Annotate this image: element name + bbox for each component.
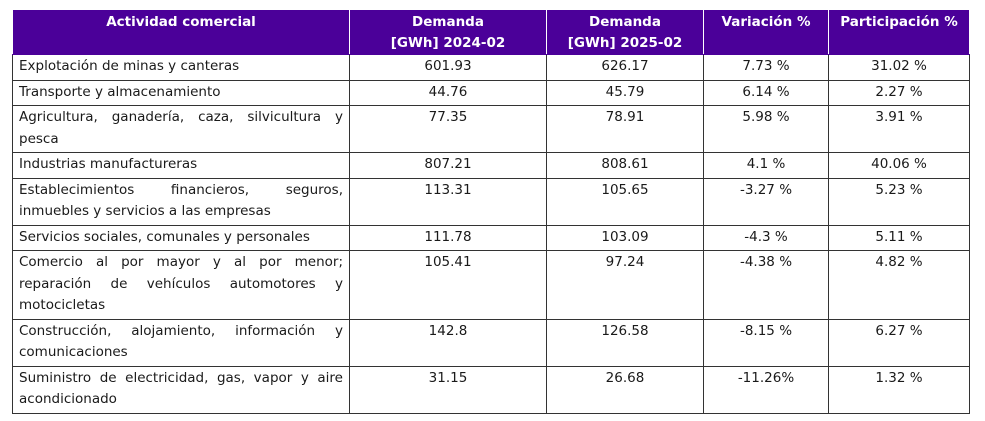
- cell-participacion: 1.32 %: [828, 365, 970, 414]
- cell-variacion: 6.14 %: [703, 79, 829, 106]
- cell-actividad: Agricultura, ganadería, caza, silvicultu…: [12, 105, 350, 153]
- cell-participacion: 31.02 %: [828, 54, 970, 81]
- table-row: Servicios sociales, comunales y personal…: [12, 224, 970, 251]
- cell-actividad: Establecimientos financieros, seguros, i…: [12, 177, 350, 226]
- cell-demanda-2025: 105.65: [546, 177, 704, 226]
- cell-variacion: 7.73 %: [703, 54, 829, 81]
- cell-participacion: 6.27 %: [828, 318, 970, 367]
- header-participacion: Participación %: [828, 9, 970, 55]
- table-row: Industrias manufactureras 807.21 808.61 4.1…: [12, 152, 970, 179]
- demand-table: Actividad comercial Demanda [GWh] 2024-02 D…: [12, 9, 970, 414]
- table-header: Actividad comercial Demanda [GWh] 2024-02 D…: [12, 9, 970, 55]
- cell-actividad: Industrias manufactureras: [12, 152, 350, 179]
- cell-demanda-2024: 142.8: [349, 318, 547, 367]
- header-demanda-2025: Demanda [GWh] 2025-02: [546, 9, 704, 55]
- cell-variacion: 5.98 %: [703, 105, 829, 153]
- cell-demanda-2025: 808.61: [546, 152, 704, 179]
- table-row: Comercio al por mayor y al por menor; re…: [12, 250, 970, 320]
- header-variacion: Variación %: [703, 9, 829, 55]
- cell-participacion: 3.91 %: [828, 105, 970, 153]
- table-row: Establecimientos financieros, seguros, i…: [12, 177, 970, 226]
- cell-actividad: Suministro de electricidad, gas, vapor y…: [12, 365, 350, 414]
- cell-actividad: Comercio al por mayor y al por menor; re…: [12, 250, 350, 320]
- header-demanda-2024: Demanda [GWh] 2024-02: [349, 9, 547, 55]
- cell-actividad: Transporte y almacenamiento: [12, 79, 350, 106]
- cell-variacion: -11.26%: [703, 365, 829, 414]
- cell-demanda-2025: 97.24: [546, 250, 704, 320]
- cell-demanda-2025: 103.09: [546, 224, 704, 251]
- table-row: Construcción, alojamiento, información y…: [12, 318, 970, 367]
- cell-demanda-2024: 601.93: [349, 54, 547, 81]
- cell-variacion: -8.15 %: [703, 318, 829, 367]
- cell-participacion: 5.11 %: [828, 224, 970, 251]
- cell-variacion: -3.27 %: [703, 177, 829, 226]
- cell-demanda-2024: 105.41: [349, 250, 547, 320]
- cell-demanda-2025: 45.79: [546, 79, 704, 106]
- table-body: Explotación de minas y canteras 601.93 626…: [12, 54, 970, 414]
- cell-demanda-2024: 31.15: [349, 365, 547, 414]
- cell-demanda-2024: 111.78: [349, 224, 547, 251]
- header-actividad: Actividad comercial: [12, 9, 350, 55]
- cell-demanda-2024: 77.35: [349, 105, 547, 153]
- cell-actividad: Construcción, alojamiento, información y…: [12, 318, 350, 367]
- header-row: Actividad comercial Demanda [GWh] 2024-02 D…: [12, 9, 970, 55]
- cell-actividad: Explotación de minas y canteras: [12, 54, 350, 81]
- cell-variacion: -4.38 %: [703, 250, 829, 320]
- cell-variacion: -4.3 %: [703, 224, 829, 251]
- cell-demanda-2024: 113.31: [349, 177, 547, 226]
- cell-demanda-2025: 626.17: [546, 54, 704, 81]
- cell-demanda-2024: 44.76: [349, 79, 547, 106]
- table-row: Agricultura, ganadería, caza, silvicultu…: [12, 105, 970, 153]
- table-row: Transporte y almacenamiento 44.76 45.79 6.1…: [12, 79, 970, 106]
- cell-participacion: 5.23 %: [828, 177, 970, 226]
- cell-participacion: 40.06 %: [828, 152, 970, 179]
- cell-demanda-2025: 126.58: [546, 318, 704, 367]
- cell-actividad: Servicios sociales, comunales y personal…: [12, 224, 350, 251]
- cell-participacion: 2.27 %: [828, 79, 970, 106]
- cell-demanda-2025: 78.91: [546, 105, 704, 153]
- table-row: Suministro de electricidad, gas, vapor y…: [12, 365, 970, 414]
- cell-demanda-2024: 807.21: [349, 152, 547, 179]
- cell-variacion: 4.1 %: [703, 152, 829, 179]
- table-row: Explotación de minas y canteras 601.93 626…: [12, 54, 970, 81]
- cell-participacion: 4.82 %: [828, 250, 970, 320]
- cell-demanda-2025: 26.68: [546, 365, 704, 414]
